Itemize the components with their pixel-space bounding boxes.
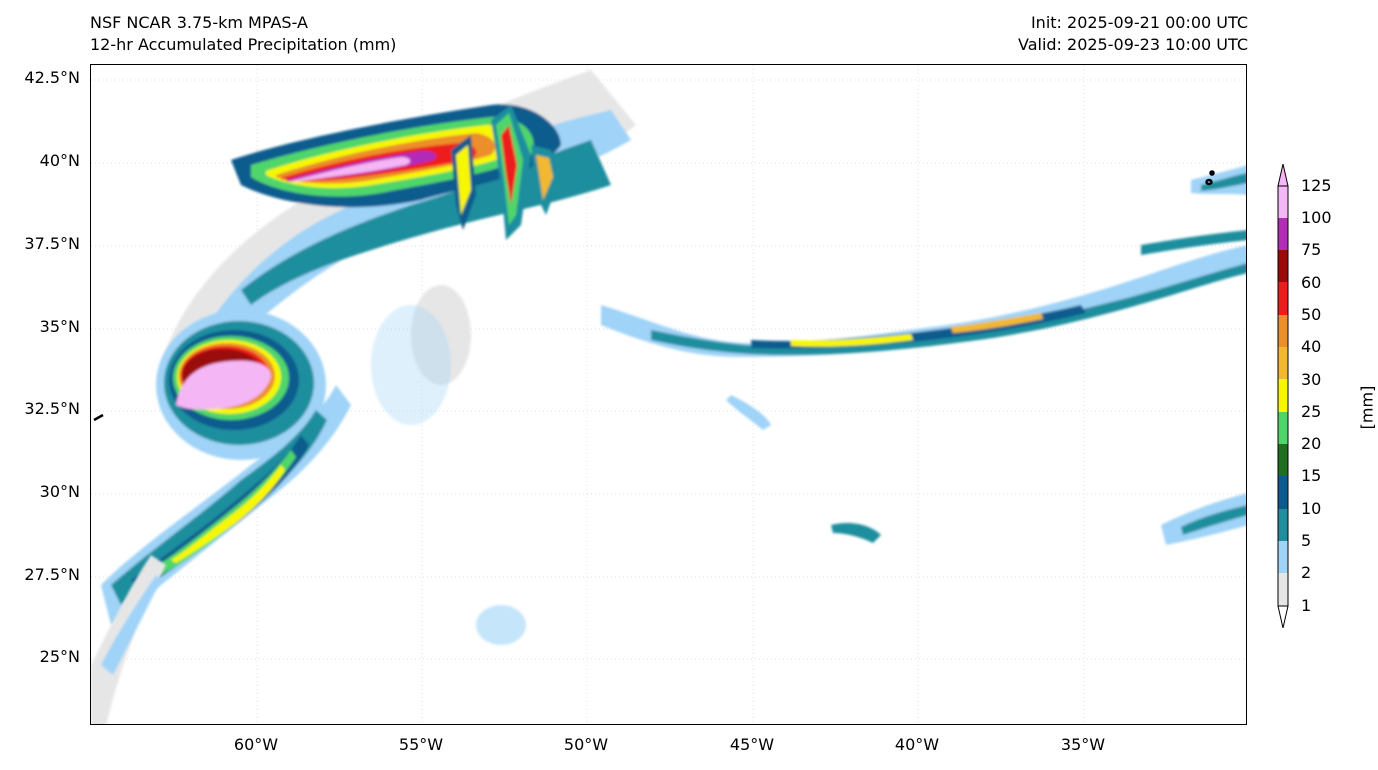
init-time: Init: 2025-09-21 00:00 UTC [1030,13,1248,32]
colorbar-segment [1278,541,1288,573]
precipitation-map [90,64,1247,725]
lat-label-40: 40°N [39,151,80,170]
lat-label-37-5: 37.5°N [24,234,80,253]
colorbar-segment [1278,444,1288,476]
colorbar-tick-125: 125 [1301,176,1332,195]
colorbar-tick-15: 15 [1301,466,1322,485]
field-name: 12-hr Accumulated Precipitation (mm) [90,35,397,54]
lat-label-25: 25°N [39,647,80,666]
frontal-precip-streak [601,165,1246,545]
colorbar-tick-2: 2 [1301,563,1312,582]
coastlines [93,170,1215,422]
colorbar-tick-100: 100 [1301,208,1332,227]
colorbar-unit-label: [mm] [1357,385,1377,430]
lon-label-35w: 35°W [1060,735,1106,754]
lon-label-60w: 60°W [233,735,279,754]
azores-coastline [1205,178,1213,186]
lon-label-55w: 55°W [398,735,444,754]
colorbar-tick-60: 60 [1301,273,1322,292]
colorbar-tick-10: 10 [1301,499,1322,518]
colorbar [1277,164,1289,628]
map-plot [91,65,1246,724]
colorbar-tick-20: 20 [1301,434,1322,453]
colorbar-tick-5: 5 [1301,531,1312,550]
colorbar-segment [1278,476,1288,509]
lat-label-35: 35°N [39,317,80,336]
valid-time: Valid: 2025-09-23 10:00 UTC [1017,35,1248,54]
bermuda-coastline [93,413,104,422]
colorbar-segment [1278,282,1288,315]
colorbar-min-extend [1277,605,1289,628]
colorbar-tick-40: 40 [1301,337,1322,356]
colorbar-segment [1278,315,1288,347]
colorbar-segment [1278,250,1288,282]
map-title-left: NSF NCAR 3.75-km MPAS-A 12-hr Accumulate… [90,12,396,56]
light-precip-areas [91,285,526,724]
lat-label-42-5: 42.5°N [24,68,80,87]
colorbar-tick-25: 25 [1301,402,1322,421]
azores-coastline-2 [1209,170,1215,176]
colorbar-segment [1278,412,1288,444]
lon-label-40w: 40°W [894,735,940,754]
colorbar-tick-75: 75 [1301,240,1322,259]
hurricane-core [101,310,351,625]
colorbar-tick-50: 50 [1301,305,1322,324]
colorbar-segment [1278,186,1288,218]
colorbar-segment [1278,218,1288,250]
lat-label-32-5: 32.5°N [24,399,80,418]
colorbar-segment [1278,379,1288,412]
colorbar-segment [1278,509,1288,541]
lon-label-45w: 45°W [729,735,775,754]
colorbar-tick-1: 1 [1301,596,1312,615]
colorbar-segment [1278,573,1288,606]
model-name: NSF NCAR 3.75-km MPAS-A [90,13,308,32]
colorbar-segment [1278,347,1288,379]
lon-label-50w: 50°W [563,735,609,754]
colorbar-max-extend [1277,164,1289,187]
northern-precip-band [161,70,636,365]
lat-label-27-5: 27.5°N [24,565,80,584]
lat-label-30: 30°N [39,482,80,501]
colorbar-tick-30: 30 [1301,370,1322,389]
map-title-right: Init: 2025-09-21 00:00 UTC Valid: 2025-0… [1018,12,1248,56]
